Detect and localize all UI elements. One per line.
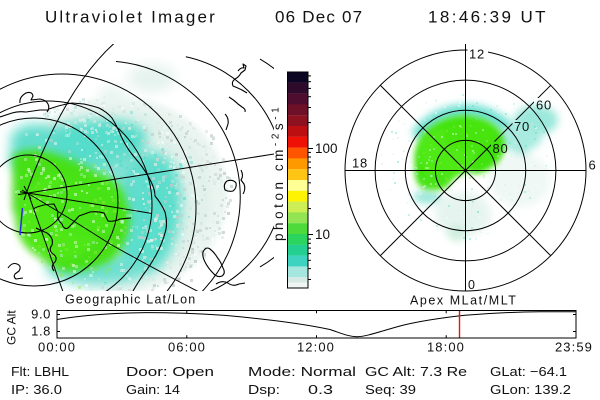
- svg-text:6: 6: [589, 158, 596, 173]
- svg-text:Door: Open: Door: Open: [126, 364, 214, 379]
- svg-text:GLon: 139.2: GLon: 139.2: [490, 382, 571, 397]
- svg-text:Flt: LBHL: Flt: LBHL: [11, 364, 69, 379]
- svg-text:12: 12: [469, 47, 485, 62]
- svg-text:06 Dec 07: 06 Dec 07: [275, 8, 363, 27]
- svg-text:GC Alt: 7.3 Re: GC Alt: 7.3 Re: [365, 364, 467, 379]
- svg-text:0: 0: [468, 278, 475, 292]
- svg-text:70: 70: [514, 119, 530, 134]
- svg-text:18:00: 18:00: [427, 340, 465, 355]
- svg-text:Geographic Lat/Lon: Geographic Lat/Lon: [65, 293, 196, 307]
- svg-text:Gain: 14: Gain: 14: [126, 382, 180, 397]
- svg-text:80: 80: [493, 141, 509, 156]
- svg-text:0.3: 0.3: [308, 382, 333, 397]
- svg-text:1.8: 1.8: [31, 324, 51, 339]
- svg-text:9.0: 9.0: [31, 307, 51, 322]
- svg-text:60: 60: [536, 98, 552, 113]
- svg-text:Ultraviolet Imager: Ultraviolet Imager: [45, 8, 217, 27]
- svg-text:Mode: Normal: Mode: Normal: [248, 364, 356, 379]
- svg-text:00:00: 00:00: [38, 340, 76, 355]
- svg-text:Seq: 39: Seq: 39: [365, 382, 416, 397]
- svg-text:18: 18: [352, 156, 368, 171]
- svg-text:18:46:39 UT: 18:46:39 UT: [428, 8, 548, 27]
- svg-text:Apex MLat/MLT: Apex MLat/MLT: [410, 294, 517, 308]
- svg-text:06:00: 06:00: [168, 340, 206, 355]
- svg-text:100: 100: [315, 141, 338, 156]
- svg-text:23:59: 23:59: [555, 340, 593, 355]
- svg-text:12:00: 12:00: [297, 340, 335, 355]
- svg-text:GC Alt: GC Alt: [5, 310, 19, 345]
- svg-text:10: 10: [315, 227, 330, 242]
- svg-text:Dsp:: Dsp:: [248, 382, 280, 397]
- svg-text:IP: 36.0: IP: 36.0: [11, 382, 62, 397]
- svg-text:GLat: −64.1: GLat: −64.1: [490, 364, 567, 379]
